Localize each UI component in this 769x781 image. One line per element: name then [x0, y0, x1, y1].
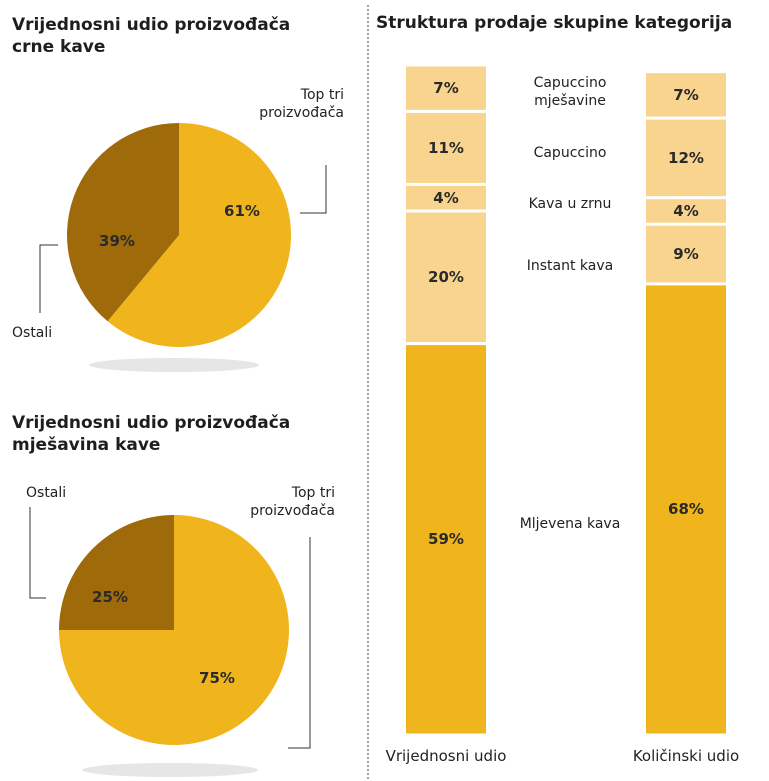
legend-label: Capuccino: [533, 144, 607, 161]
leader-line: [29, 507, 46, 599]
pie-slice: [59, 515, 174, 630]
data-label: 68%: [668, 500, 704, 519]
legend-label: Top tri proizvođača: [250, 485, 335, 519]
bar-segment: [646, 285, 726, 734]
data-label: 9%: [673, 245, 699, 264]
legend-label: Kava u zrnu: [528, 196, 612, 213]
legend-label: Ostali: [12, 325, 53, 341]
chart-title: Vrijednosni udio proizvođača crne kave: [12, 15, 291, 57]
legend-label: Capuccino mješavine: [533, 74, 607, 109]
legend-label: Ostali: [26, 485, 67, 501]
bar-segment: [646, 225, 726, 283]
bar-segment: [406, 112, 486, 183]
data-label: 39%: [99, 232, 135, 250]
bar-segment: [406, 212, 486, 343]
x-tick-label: Vrijednosni udio: [385, 747, 507, 765]
pie-slice: [107, 123, 291, 347]
data-label: 4%: [433, 188, 459, 207]
bar-segment: [646, 119, 726, 197]
data-label: 61%: [224, 202, 260, 220]
bar-segment: [406, 185, 486, 210]
shadow: [82, 763, 258, 777]
shadow: [89, 358, 259, 372]
legend-label: Mljevena kava: [519, 516, 621, 533]
data-label: 7%: [433, 79, 459, 98]
legend-label: Top tri proizvođača: [259, 87, 344, 121]
leader-line: [39, 244, 58, 313]
leader-line: [300, 165, 327, 214]
chart-title: Struktura prodaje skupine kategorija: [376, 13, 733, 33]
x-tick-label: Količinski udio: [632, 747, 740, 765]
data-label: 7%: [673, 85, 699, 104]
data-label: 75%: [199, 669, 235, 687]
legend-label: Instant kava: [526, 257, 614, 274]
bar-segment: [646, 199, 726, 223]
pie-slice: [67, 123, 179, 322]
data-label: 20%: [428, 268, 464, 287]
data-label: 12%: [668, 148, 704, 167]
bar-segment: [406, 66, 486, 110]
bar-segment: [646, 73, 726, 117]
data-label: 59%: [428, 530, 464, 549]
data-label: 25%: [92, 588, 128, 606]
leader-line: [288, 537, 311, 749]
bar-segment: [406, 345, 486, 734]
data-label: 11%: [428, 138, 464, 157]
data-label: 4%: [673, 201, 699, 220]
chart-title: Vrijednosni udio proizvođača mješavina k…: [12, 413, 291, 455]
